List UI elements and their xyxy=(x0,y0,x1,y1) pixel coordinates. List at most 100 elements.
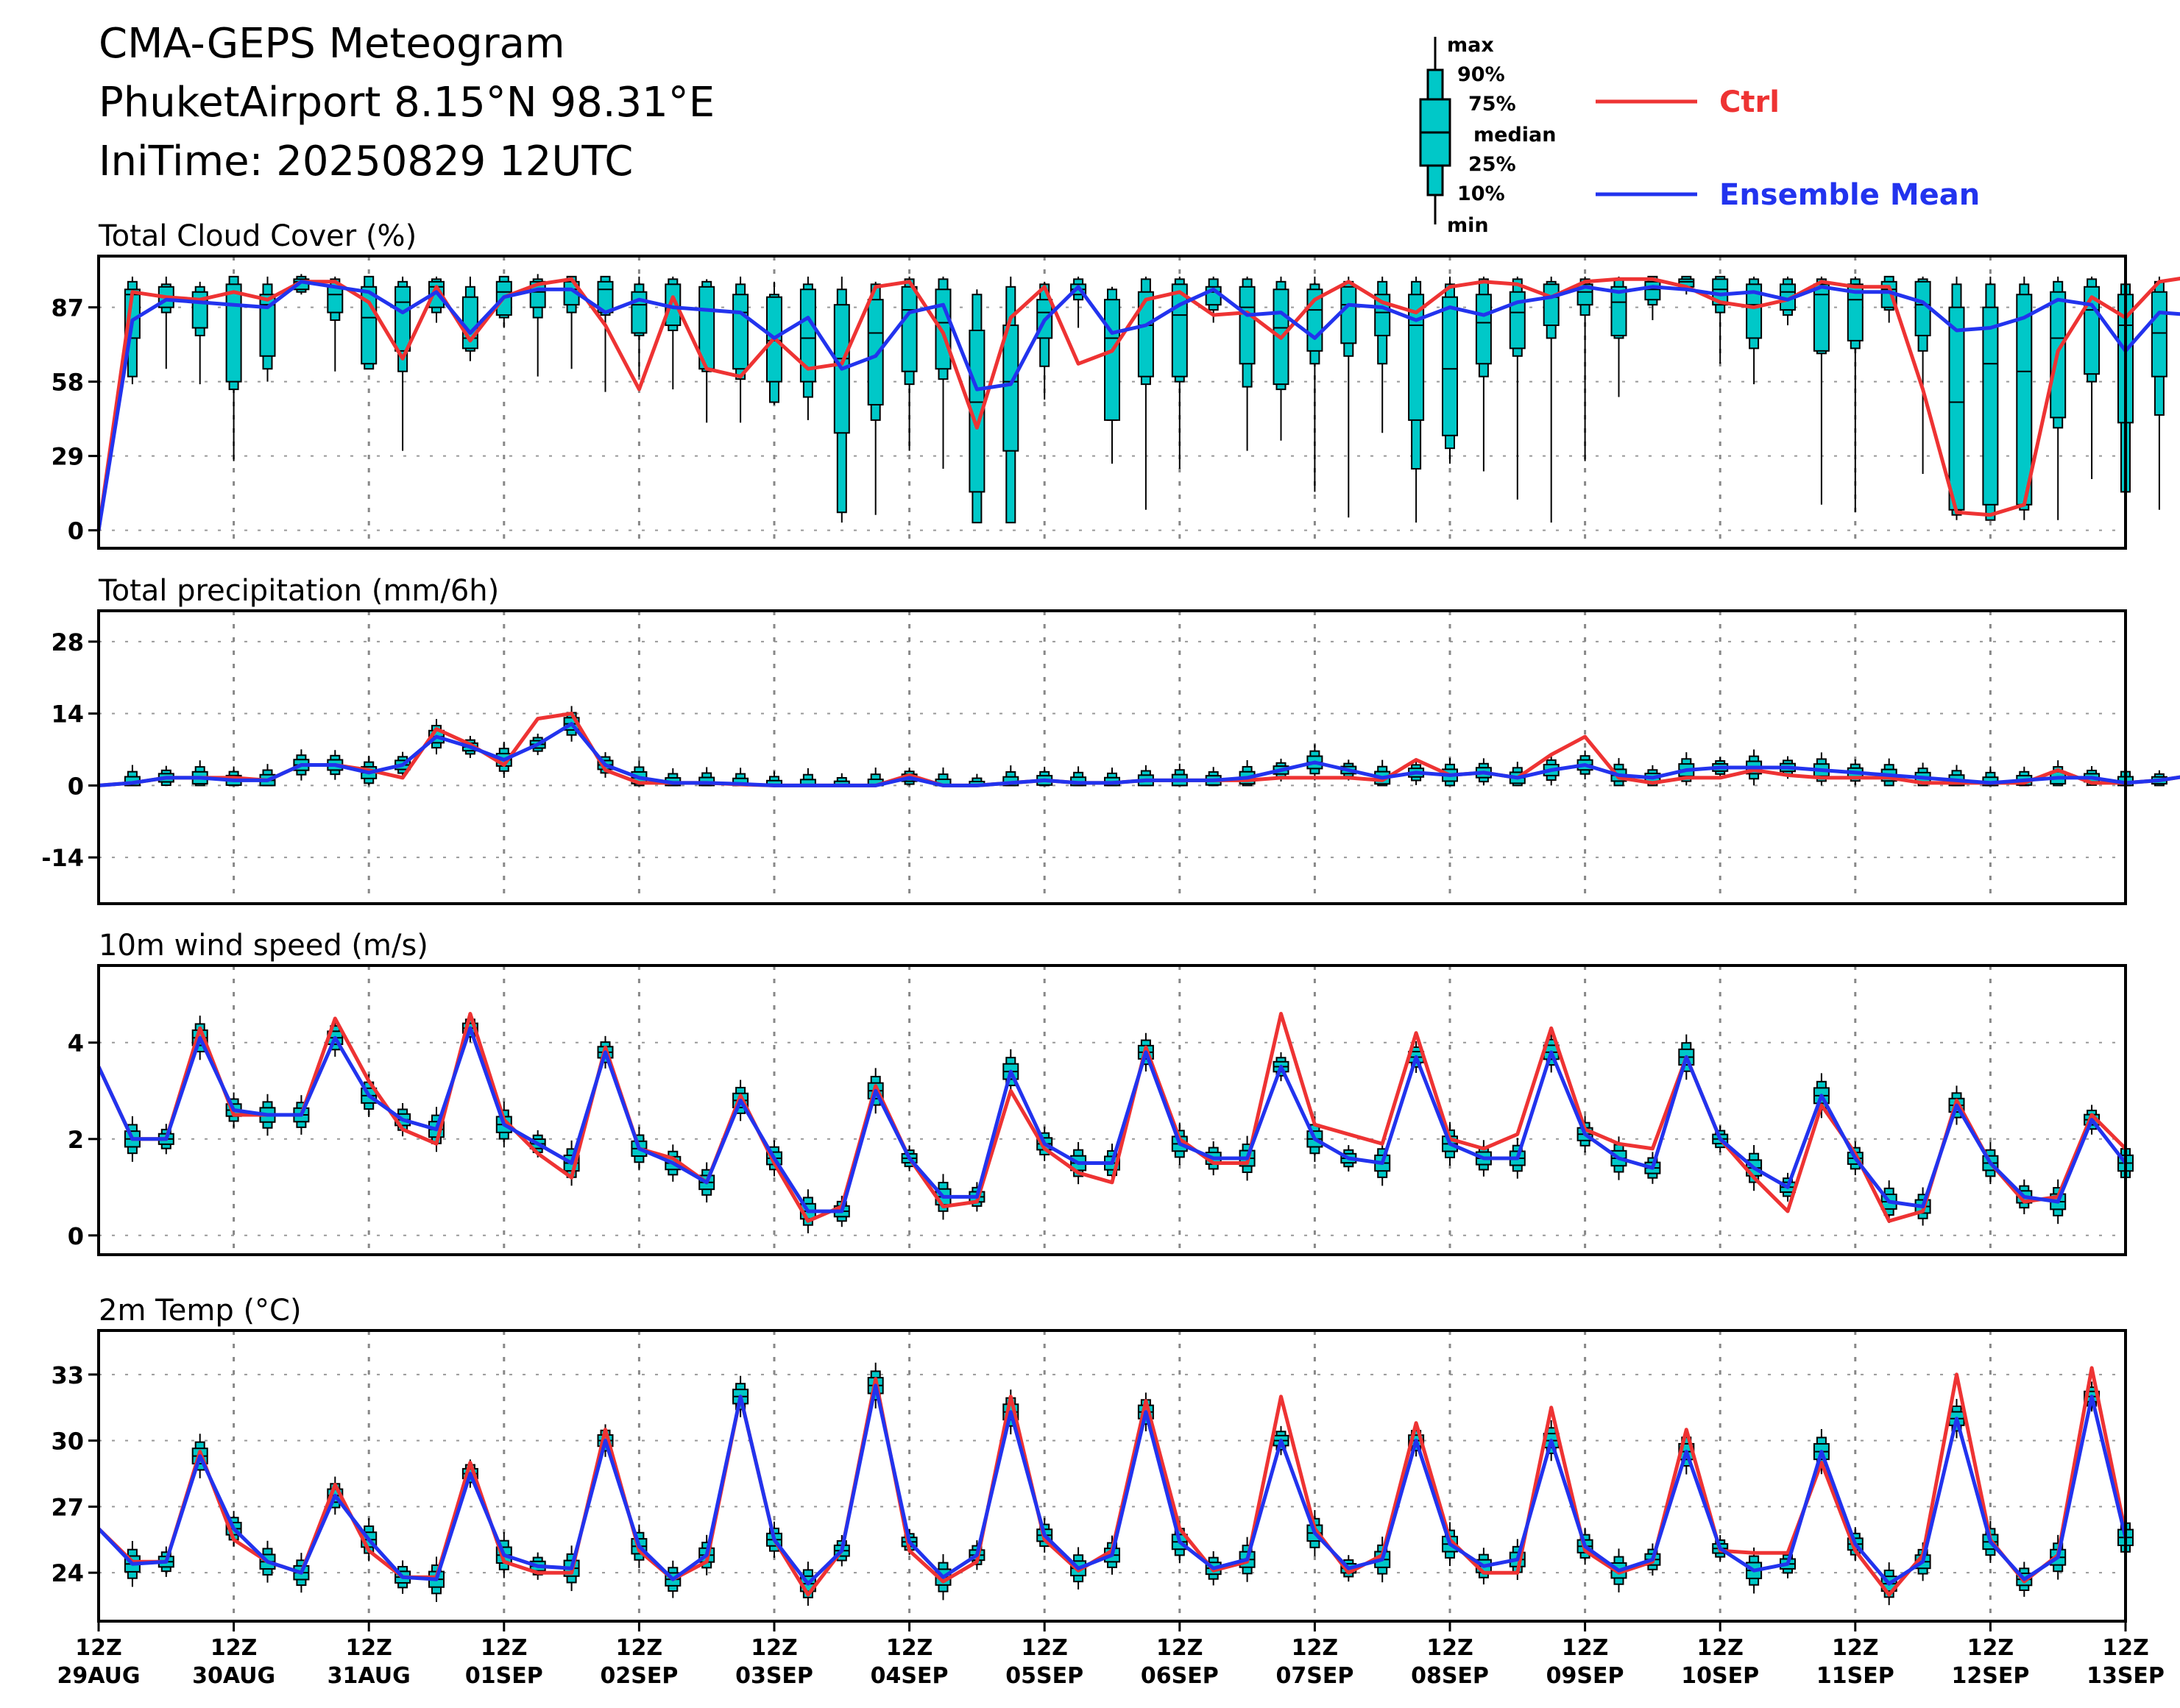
y-tick-label: 2 xyxy=(68,1126,84,1154)
box-25-75 xyxy=(1746,283,1763,339)
ensemble-box xyxy=(563,275,580,369)
init-time: IniTime: 20250829 12UTC xyxy=(99,138,633,185)
x-tick-hour: 12Z xyxy=(1021,1635,1068,1661)
x-tick-date: 29AUG xyxy=(57,1663,140,1689)
panel-2: Total precipitation (mm/6h) -14 0 14 28 xyxy=(41,574,2180,905)
box-25-75 xyxy=(1137,291,1154,378)
ensemble-box xyxy=(1610,276,1627,397)
legend-mean-label: Ensemble Mean xyxy=(1719,178,1980,212)
ensemble-box xyxy=(191,760,208,787)
ensemble-box xyxy=(1644,275,1661,321)
box-25-75 xyxy=(1442,296,1458,436)
ensemble-box xyxy=(1880,758,1897,787)
panels: Total Cloud Cover (%) 0 29 58 87 Total precip… xyxy=(41,219,2180,1623)
y-tick-label: -14 xyxy=(41,844,84,872)
box-25-75 xyxy=(1239,286,1256,365)
y-tick-label: 87 xyxy=(51,294,84,322)
ensemble-box xyxy=(2050,276,2067,520)
ensemble-box xyxy=(1509,276,1526,500)
panel-frame xyxy=(97,964,2127,1256)
x-tick-hour: 12Z xyxy=(1292,1635,1339,1661)
ensemble-box xyxy=(259,764,276,787)
ensemble-box xyxy=(766,281,782,405)
ensemble-mean-series-line xyxy=(98,722,2180,787)
box-25-75 xyxy=(327,286,344,313)
ensemble-box xyxy=(1408,276,1425,523)
x-tick-hour: 12Z xyxy=(210,1635,258,1661)
x-axis: 12Z29AUG12Z30AUG12Z31AUG12Z01SEP12Z02SEP… xyxy=(57,1621,2165,1689)
x-tick-hour: 12Z xyxy=(1832,1635,1879,1661)
x-tick-date: 05SEP xyxy=(1005,1663,1083,1689)
ensemble-box xyxy=(698,279,715,423)
ensemble-box xyxy=(394,1560,411,1594)
ensemble-box xyxy=(833,276,850,523)
x-tick-hour: 12Z xyxy=(1156,1635,1203,1661)
panel-title: 10m wind speed (m/s) xyxy=(99,929,428,963)
panel-frame xyxy=(97,1329,2127,1623)
box-25-75 xyxy=(259,294,276,357)
x-tick-hour: 12Z xyxy=(616,1635,663,1661)
legend: max 90% 75% median 25% 10% min Ctrl Ense… xyxy=(1419,34,1980,237)
ensemble-box xyxy=(1914,276,1931,475)
x-tick-hour: 12Z xyxy=(1967,1635,2014,1661)
legend-label-75: 75% xyxy=(1468,93,1516,116)
legend-box-upper xyxy=(1426,68,1444,101)
box-25-75 xyxy=(1340,286,1357,344)
x-tick-date: 08SEP xyxy=(1411,1663,1489,1689)
box-25-75 xyxy=(1982,306,1999,506)
ensemble-box xyxy=(158,276,174,369)
ensemble-box xyxy=(1543,276,1560,523)
figure-title: CMA-GEPS Meteogram xyxy=(99,20,565,68)
panel-title: Total precipitation (mm/6h) xyxy=(98,574,499,608)
x-tick-date: 01SEP xyxy=(465,1663,543,1689)
x-tick-hour: 12Z xyxy=(751,1635,798,1661)
ensemble-box xyxy=(597,275,614,392)
ensemble-box xyxy=(1104,286,1120,464)
ensemble-box xyxy=(1340,276,1357,518)
box-25-75 xyxy=(1475,294,1492,365)
ensemble-box xyxy=(1746,276,1763,385)
ensemble-box xyxy=(327,276,344,372)
ensemble-box xyxy=(799,768,816,787)
box-25-75 xyxy=(1104,299,1120,421)
ensemble-box xyxy=(665,276,682,390)
x-tick-hour: 12Z xyxy=(1562,1635,1609,1661)
y-tick-label: 29 xyxy=(51,443,84,471)
y-tick-label: 4 xyxy=(68,1030,84,1057)
box-25-75 xyxy=(1644,280,1661,301)
ensemble-box xyxy=(1239,276,1256,451)
x-tick-hour: 12Z xyxy=(2102,1635,2149,1661)
panel-1: Total Cloud Cover (%) 0 29 58 87 xyxy=(51,219,2180,550)
x-tick-date: 31AUG xyxy=(328,1663,411,1689)
legend-box-lower xyxy=(1426,164,1444,196)
legend-label-90: 90% xyxy=(1457,63,1505,86)
box-25-75 xyxy=(225,283,242,383)
legend-ctrl-label: Ctrl xyxy=(1719,85,1780,119)
x-tick-date: 06SEP xyxy=(1141,1663,1219,1689)
ensemble-box xyxy=(1982,276,1999,521)
ensemble-mean-series-line xyxy=(97,1383,2128,1586)
ensemble-box xyxy=(1475,276,1492,472)
x-tick-date: 12SEP xyxy=(1951,1663,2029,1689)
ensemble-box xyxy=(969,289,985,524)
ensemble-mean-series-line xyxy=(96,280,2180,531)
ensemble-box xyxy=(158,765,174,787)
x-tick-date: 13SEP xyxy=(2087,1663,2165,1689)
legend-label-max: max xyxy=(1447,34,1494,57)
ensemble-box xyxy=(394,276,411,451)
x-tick-date: 04SEP xyxy=(871,1663,949,1689)
x-tick-date: 10SEP xyxy=(1681,1663,1759,1689)
y-tick-label: 0 xyxy=(68,1222,84,1250)
station-info: PhuketAirport 8.15°N 98.31°E xyxy=(99,79,715,127)
box-25-75 xyxy=(901,286,918,372)
box-25-75 xyxy=(1948,306,1965,511)
ensemble-box xyxy=(1948,276,1965,520)
box-25-75 xyxy=(1509,291,1526,350)
ensemble-mean-series-line xyxy=(96,1026,2127,1213)
box-25-75 xyxy=(1543,283,1560,327)
panel-frame xyxy=(97,609,2127,905)
y-tick-label: 33 xyxy=(51,1361,84,1389)
ensemble-box xyxy=(1205,767,1222,787)
panel-4: 2m Temp (°C) 24 27 30 33 xyxy=(51,1294,2134,1623)
ensemble-box xyxy=(1273,276,1289,441)
